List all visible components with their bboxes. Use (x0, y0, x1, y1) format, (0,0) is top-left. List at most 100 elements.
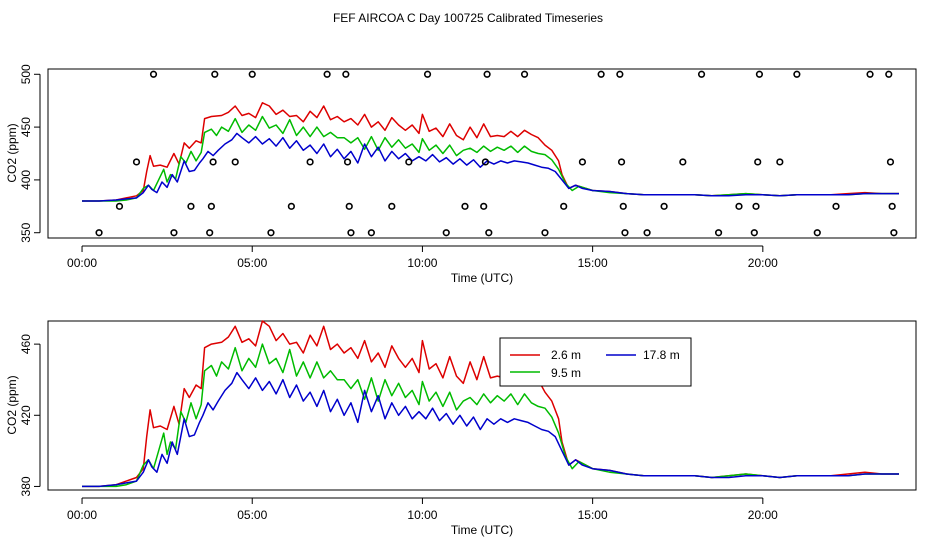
flag-point (541, 229, 549, 237)
flag-point (405, 158, 413, 166)
flag-point (209, 158, 217, 166)
flag-point (866, 70, 874, 78)
legend: 2.6 m 9.5 m 17.8 m (499, 337, 692, 387)
bottom-y-tick-label: 420 (19, 405, 33, 425)
bottom-series-lines (82, 320, 899, 488)
top-x-tick-label: 20:00 (748, 256, 778, 270)
flag-point (343, 158, 352, 166)
bottom-x-axis: 00:00 05:00 10:00 15:00 20:00 (67, 497, 778, 522)
bottom-x-tick-label: 00:00 (67, 508, 97, 522)
flag-point (481, 158, 490, 166)
bottom-y-axis-label: CO2 (ppm) (5, 375, 19, 434)
bottom-y-tick-label: 460 (19, 334, 33, 354)
top-series-line-9-5m (82, 115, 899, 202)
flag-point (735, 202, 743, 210)
flag-point (248, 70, 256, 78)
flag-point (750, 229, 758, 237)
flag-point (267, 229, 275, 237)
flag-point (211, 70, 219, 78)
top-plot-frame (47, 68, 917, 239)
legend-label-17-8m: 17.8 m (643, 348, 680, 362)
flag-point (578, 158, 587, 166)
flag-point (616, 70, 624, 78)
flag-point (206, 229, 214, 237)
flag-point (323, 70, 331, 78)
flag-point (754, 158, 762, 166)
top-y-tick-label: 400 (19, 170, 33, 190)
flag-point (207, 202, 215, 210)
flag-point (619, 202, 627, 210)
flag-point (388, 202, 396, 210)
flag-point (149, 70, 158, 78)
bottom-y-axis: 380 420 460 (19, 334, 41, 496)
top-y-tick-label: 450 (19, 117, 33, 137)
flag-point (342, 70, 350, 78)
flag-point (888, 202, 896, 210)
chart-title: FEF AIRCOA C Day 100725 Calibrated Times… (333, 11, 603, 25)
bottom-x-tick-label: 15:00 (578, 508, 608, 522)
flag-point (306, 158, 314, 166)
flag-point (832, 202, 840, 210)
flag-point (890, 229, 898, 237)
flag-point (885, 70, 893, 78)
flag-point (793, 70, 801, 78)
flag-point (755, 70, 764, 78)
top-chart: 350 400 450 500 00:00 05:00 10:00 15:00 20:00 T… (5, 64, 917, 285)
bottom-y-tick-label: 380 (19, 476, 33, 496)
flag-point (347, 229, 355, 237)
top-x-axis: 00:00 05:00 10:00 15:00 20:00 (67, 245, 778, 270)
flag-point (697, 70, 706, 78)
top-flag-points (95, 70, 898, 237)
flag-point (597, 70, 605, 78)
flag-point (231, 158, 239, 166)
flag-point (367, 229, 375, 237)
bottom-series-line-17-8m (82, 371, 899, 488)
bottom-plot-frame (47, 320, 917, 491)
flag-point (95, 229, 103, 237)
flag-point (345, 202, 353, 210)
flag-point (660, 202, 668, 210)
bottom-series-line-9-5m (82, 343, 899, 488)
top-y-axis-label: CO2 (ppm) (5, 123, 19, 182)
flag-point (423, 70, 432, 78)
flag-point (187, 202, 195, 210)
flag-point (679, 158, 687, 166)
bottom-x-tick-label: 10:00 (407, 508, 437, 522)
top-x-tick-label: 15:00 (578, 256, 608, 270)
flag-point (170, 229, 178, 237)
bottom-x-axis-label: Time (UTC) (451, 523, 513, 537)
legend-box (499, 337, 692, 387)
flag-point (442, 229, 450, 237)
flag-point (621, 229, 629, 237)
flag-point (115, 202, 124, 210)
flag-point (480, 202, 488, 210)
top-series-lines (82, 102, 899, 202)
flag-point (714, 229, 723, 237)
flag-point (485, 229, 493, 237)
flag-point (643, 229, 651, 237)
legend-label-2-6m: 2.6 m (551, 348, 581, 362)
top-x-tick-label: 05:00 (237, 256, 267, 270)
flag-point (132, 158, 141, 166)
legend-label-9-5m: 9.5 m (551, 366, 581, 380)
flag-point (287, 202, 295, 210)
flag-point (520, 70, 529, 78)
bottom-x-tick-label: 20:00 (748, 508, 778, 522)
top-y-tick-label: 500 (19, 64, 33, 84)
top-y-tick-label: 350 (19, 222, 33, 242)
flag-point (776, 158, 784, 166)
flag-point (886, 158, 895, 166)
top-x-axis-label: Time (UTC) (451, 271, 513, 285)
flag-point (752, 202, 760, 210)
flag-point (813, 229, 821, 237)
top-series-line-17-8m (82, 132, 899, 202)
flag-point (461, 202, 469, 210)
bottom-series-line-2-6m (82, 320, 899, 488)
bottom-chart: 380 420 460 00:00 05:00 10:00 15:00 20:00 Time… (5, 320, 917, 537)
flag-point (560, 202, 568, 210)
top-x-tick-label: 00:00 (67, 256, 97, 270)
bottom-x-tick-label: 05:00 (237, 508, 267, 522)
flag-point (617, 158, 626, 166)
top-y-axis: 350 400 450 500 (19, 64, 41, 243)
